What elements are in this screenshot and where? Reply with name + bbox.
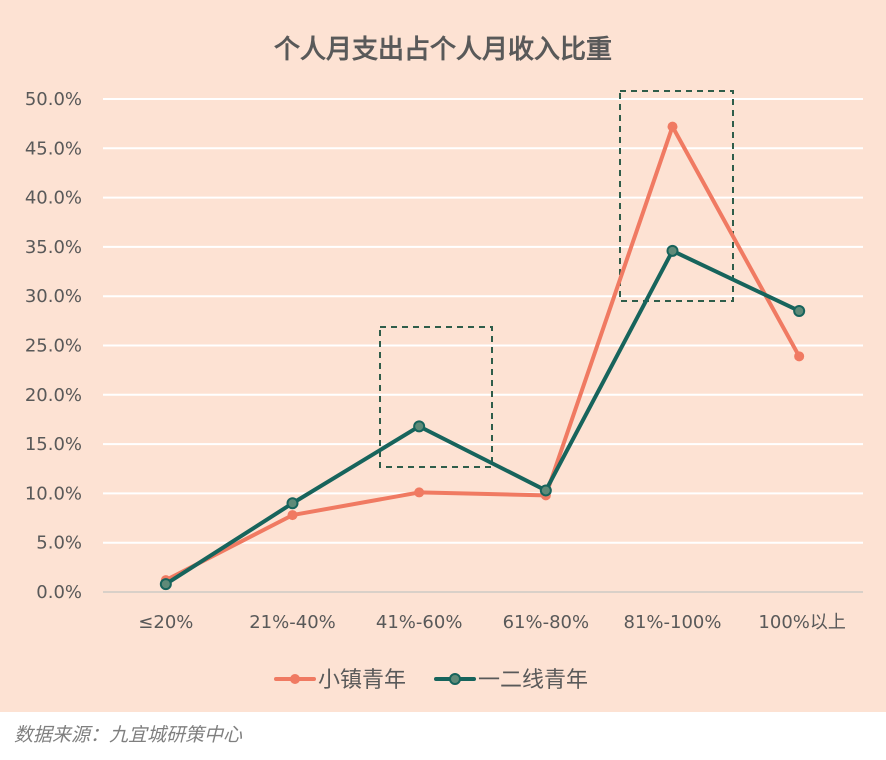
legend-marker-icon	[449, 673, 461, 685]
data-point	[794, 351, 805, 362]
line-chart: 个人月支出占个人月收入比重 0.0% 5.0% 10.0% 15.0% 20.0% 25.…	[25, 35, 863, 693]
data-point	[286, 497, 299, 510]
x-tick-label: 21%-40%	[249, 612, 336, 633]
highlight-box-81-100	[619, 90, 734, 302]
chart-area: 个人月支出占个人月收入比重 0.0% 5.0% 10.0% 15.0% 20.0% 25.…	[0, 0, 886, 712]
legend-label: 小镇青年	[318, 668, 406, 693]
y-tick-label: 15.0%	[25, 434, 82, 455]
y-tick-label: 10.0%	[25, 483, 82, 504]
y-tick-label: 25.0%	[25, 336, 82, 357]
x-tick-label: 100%以上	[758, 612, 845, 633]
data-point	[414, 487, 425, 498]
y-tick-label: 45.0%	[25, 138, 82, 159]
highlight-box-41-60	[379, 326, 493, 468]
y-tick-label: 50.0%	[25, 89, 82, 110]
data-point	[287, 510, 298, 521]
x-tick-label: ≤20%	[138, 612, 193, 633]
x-tick-label: 81%-100%	[624, 612, 722, 633]
x-tick-label: 41%-60%	[376, 612, 463, 633]
y-tick-label: 35.0%	[25, 237, 82, 258]
y-tick-label: 30.0%	[25, 286, 82, 307]
y-tick-label: 5.0%	[36, 533, 82, 554]
legend-label: 一二线青年	[478, 668, 588, 693]
data-point	[666, 244, 679, 257]
legend-marker-icon	[290, 674, 300, 684]
y-tick-label: 20.0%	[25, 385, 82, 406]
y-tick-label: 0.0%	[36, 582, 82, 603]
data-point	[539, 484, 552, 497]
series-line-1	[164, 124, 801, 582]
data-point	[667, 121, 678, 132]
data-point	[413, 420, 426, 433]
data-point	[793, 304, 806, 317]
data-source: 数据来源：九宜城研策中心	[14, 724, 243, 746]
data-point	[159, 578, 172, 591]
y-tick-label: 40.0%	[25, 188, 82, 209]
x-tick-label: 61%-80%	[503, 612, 590, 633]
series-line-2	[164, 248, 801, 586]
chart-title: 个人月支出占个人月收入比重	[274, 35, 612, 65]
